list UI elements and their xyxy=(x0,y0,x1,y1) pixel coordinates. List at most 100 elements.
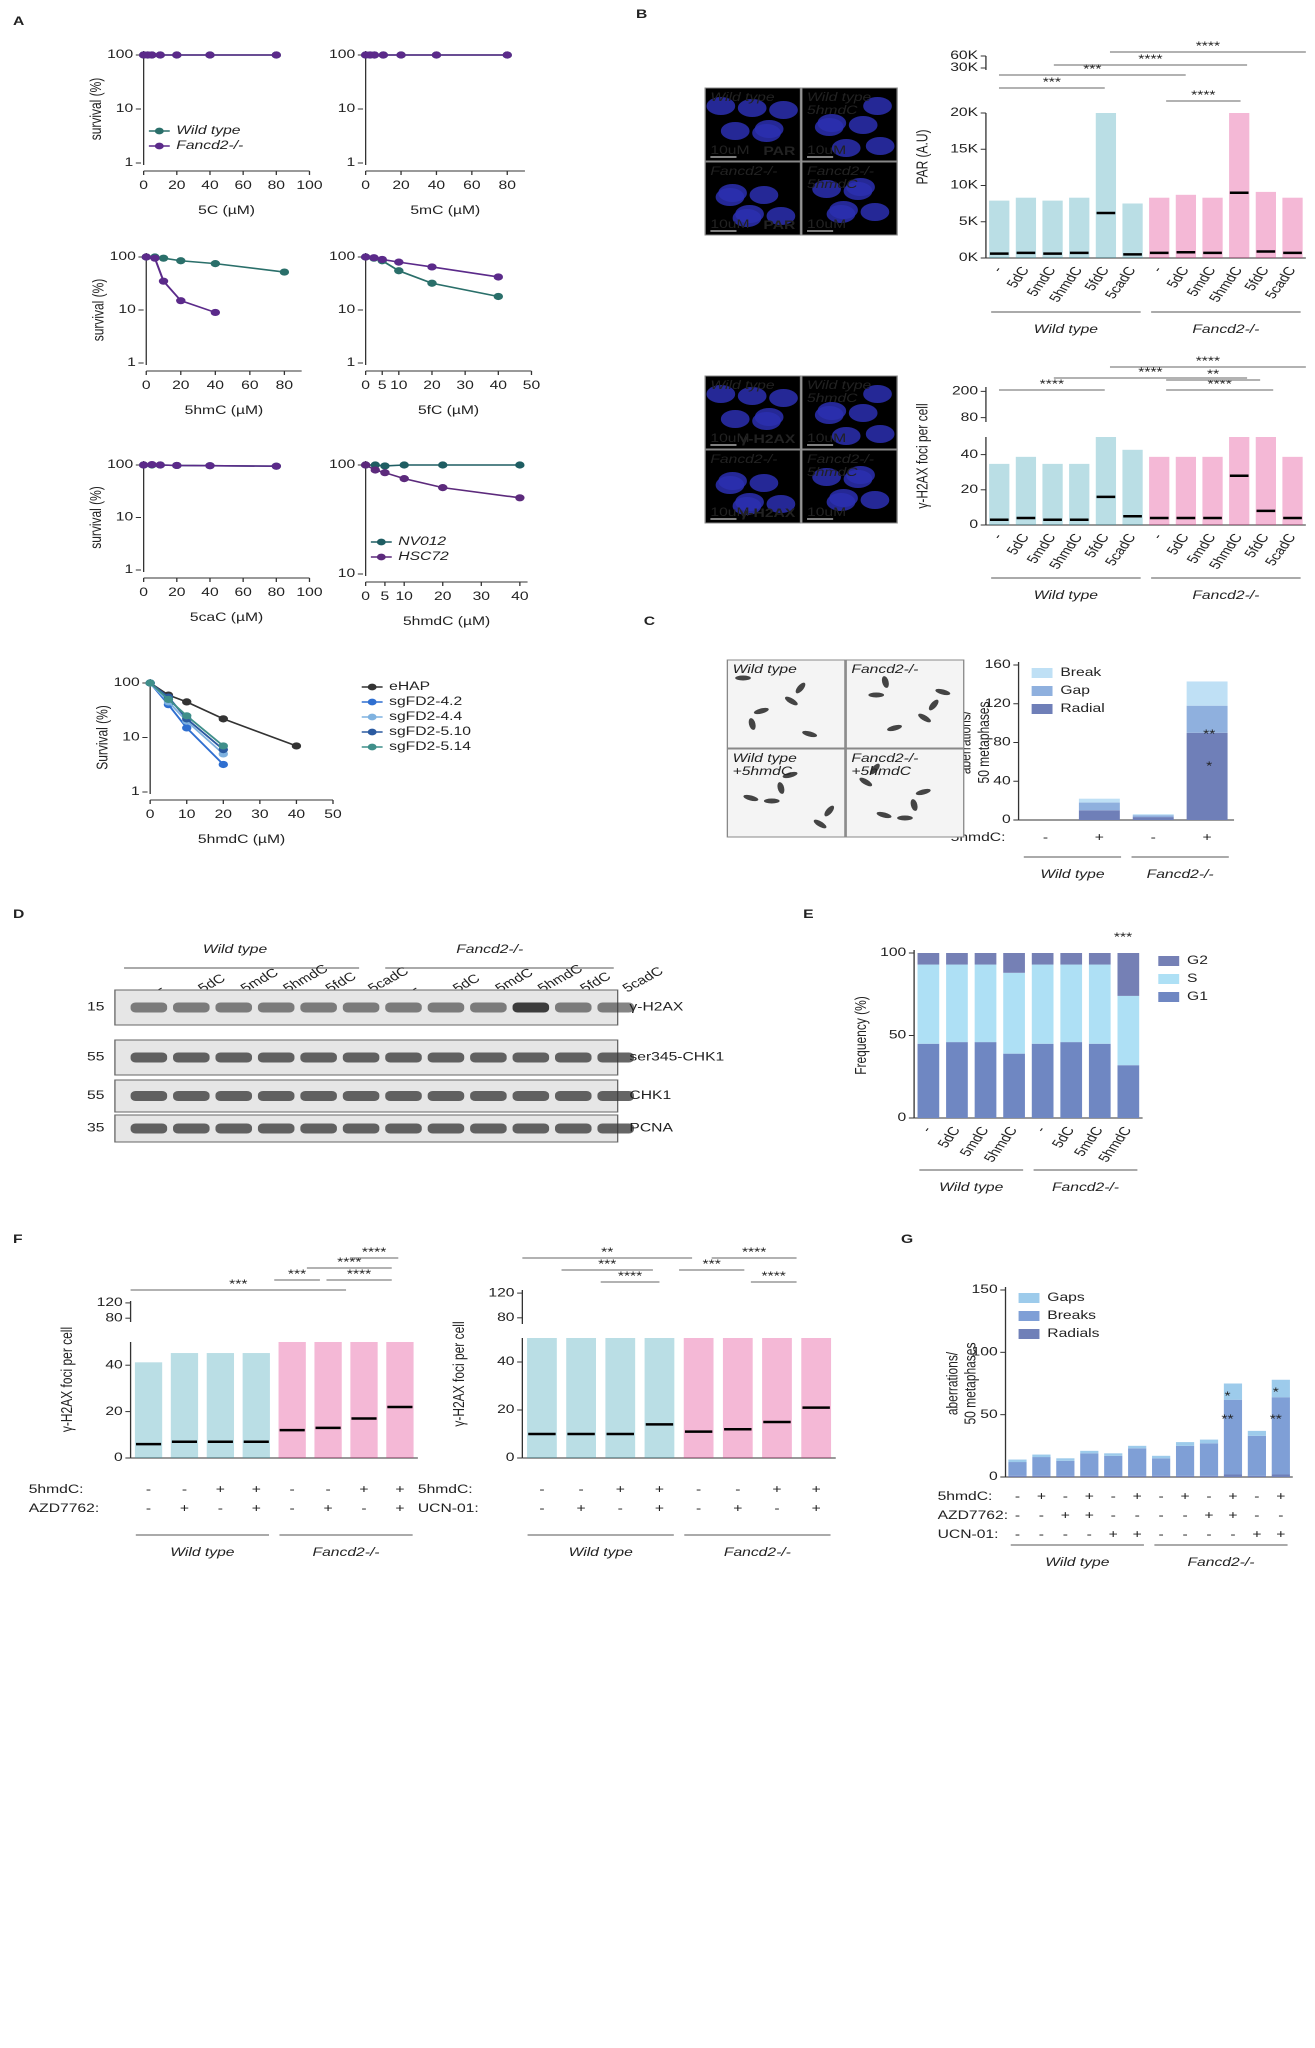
y-axis-label: PAR (A.U) xyxy=(913,129,931,184)
x-tick-label: 0 xyxy=(139,585,148,599)
bar-segment xyxy=(1056,1475,1075,1477)
dot-spread xyxy=(1229,437,1250,525)
row-value: + xyxy=(252,1482,261,1496)
data-point xyxy=(399,461,409,469)
data-point xyxy=(493,292,504,301)
blot-band xyxy=(173,1002,210,1013)
micrograph-label: Fancd2-/- xyxy=(710,452,777,466)
dot-spread xyxy=(1282,456,1303,525)
row-value: - xyxy=(1230,1527,1236,1541)
blot-group: Fancd2-/- xyxy=(456,942,523,956)
bar-segment xyxy=(1271,1397,1290,1475)
y-tick-label: 100 xyxy=(107,47,133,61)
panel-label: G xyxy=(901,1232,913,1246)
y-tick-label: 10 xyxy=(338,101,356,115)
nucleus xyxy=(715,476,745,494)
nucleus xyxy=(715,188,745,206)
y-axis-label: survival (%) xyxy=(89,279,107,342)
nucleus xyxy=(752,124,781,142)
x-tick-label: 20 xyxy=(168,178,186,192)
scale-label: 10uM xyxy=(807,505,846,519)
x-tick-label: 10 xyxy=(390,378,408,392)
bar-segment xyxy=(1128,1445,1147,1449)
data-point xyxy=(218,742,229,750)
dot-spread xyxy=(1202,197,1223,258)
x-tick-label: 30 xyxy=(456,378,474,392)
x-axis-label: 5C (µM) xyxy=(198,203,255,217)
row-value: + xyxy=(324,1501,333,1515)
x-tick-label: 40 xyxy=(201,585,219,599)
row-label: 5hmdC: xyxy=(418,1482,473,1496)
y-tick-label: 10 xyxy=(118,302,136,316)
legend-marker xyxy=(367,683,377,691)
row-value: - xyxy=(1135,1508,1141,1522)
row-value: - xyxy=(1063,1527,1069,1541)
row-value: - xyxy=(1159,1489,1165,1503)
legend-marker xyxy=(367,728,377,736)
bar-segment xyxy=(1080,1450,1099,1454)
x-tick-label: 60 xyxy=(463,178,481,192)
legend-label: Fancd2-/- xyxy=(176,138,243,152)
row-value: + xyxy=(1109,1527,1118,1541)
blot-band xyxy=(130,1123,168,1134)
y-tick-label: 80 xyxy=(993,734,1011,748)
y-axis-label: γ-H2AX foci per cell xyxy=(913,403,931,508)
row-value: - xyxy=(1254,1489,1260,1503)
blot-band xyxy=(554,1052,592,1063)
row-value: - xyxy=(1206,1489,1212,1503)
data-point xyxy=(515,461,525,469)
bar-segment xyxy=(1247,1430,1266,1436)
data-point xyxy=(176,257,186,265)
blot-band xyxy=(257,1052,295,1063)
significance-label: *** xyxy=(1114,930,1133,944)
significance-label: *** xyxy=(598,1257,617,1271)
data-point xyxy=(427,279,437,287)
blot-band xyxy=(385,1091,422,1101)
x-axis-label: 5hmC (µM) xyxy=(185,403,264,417)
blot-band xyxy=(300,1052,337,1063)
bar-segment xyxy=(974,953,997,965)
chromosome xyxy=(928,699,939,711)
nucleus xyxy=(769,101,798,119)
group-label: Wild type xyxy=(170,1545,234,1559)
nucleus xyxy=(812,180,841,198)
data-point xyxy=(182,724,192,732)
y-axis-label: survival (%) xyxy=(86,486,104,549)
series-line xyxy=(149,682,297,747)
chromosome xyxy=(784,696,798,706)
dot-spread xyxy=(1149,456,1170,525)
group-label: Fancd2-/- xyxy=(1052,1180,1119,1194)
row-value: + xyxy=(359,1482,368,1496)
blot-band xyxy=(427,1091,465,1101)
dot-spread xyxy=(314,1342,342,1458)
y-tick-label: 1 xyxy=(124,562,133,576)
dot-spread xyxy=(527,1338,557,1458)
row-value: - xyxy=(1039,1508,1045,1522)
y-tick-label: 120 xyxy=(488,1285,514,1299)
legend-marker xyxy=(367,743,377,751)
nucleus xyxy=(863,385,892,403)
bar-segment xyxy=(1271,1474,1290,1477)
x-tick-label: 50 xyxy=(324,807,342,821)
data-point xyxy=(155,51,165,59)
y-tick-label: 30K xyxy=(950,60,979,74)
row-label: UCN-01: xyxy=(418,1501,479,1515)
bar-segment xyxy=(1104,1453,1123,1456)
blot-band xyxy=(342,1123,380,1134)
bar-segment xyxy=(1008,1459,1027,1463)
y-tick-label: 100 xyxy=(972,1344,998,1358)
data-point xyxy=(360,253,371,261)
data-point xyxy=(182,712,192,720)
group-label: Fancd2-/- xyxy=(1192,322,1259,336)
chromosome xyxy=(935,688,951,696)
row-value: - xyxy=(539,1482,545,1496)
chromosome xyxy=(763,798,780,804)
blot-band xyxy=(257,1123,295,1134)
y-tick-label: 160 xyxy=(985,657,1011,671)
bar-segment xyxy=(1132,815,1174,818)
row-value: + xyxy=(252,1501,261,1515)
y-axis-label: 50 metaphases xyxy=(961,1343,979,1425)
row-value: + xyxy=(733,1501,742,1515)
significance-label: **** xyxy=(1196,39,1221,53)
